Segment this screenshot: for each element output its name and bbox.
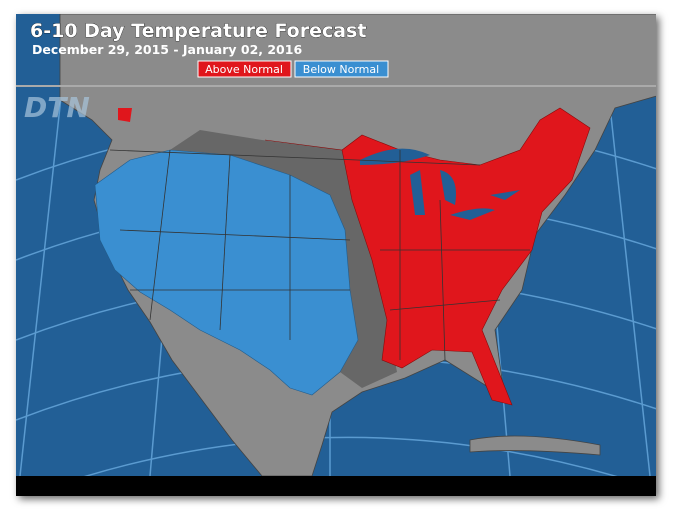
legend-swatch bbox=[197, 60, 292, 78]
above-normal-area bbox=[264, 107, 591, 406]
title: 6-10 Day Temperature Forecast bbox=[30, 20, 366, 42]
logo: DTN bbox=[24, 91, 90, 124]
above-normal-spot bbox=[118, 108, 132, 122]
legend-label: Below Normal bbox=[303, 63, 379, 76]
cuba bbox=[469, 435, 601, 456]
legend-swatch bbox=[294, 60, 389, 78]
normal-band bbox=[170, 130, 397, 388]
borders bbox=[109, 149, 530, 361]
below-normal-area bbox=[94, 149, 359, 396]
legend-label: Above Normal bbox=[205, 63, 283, 76]
legend: Above Normal Below Normal bbox=[197, 60, 389, 78]
subtitle: December 29, 2015 - January 02, 2016 bbox=[32, 42, 302, 57]
map: DTN 6-10 Day Temperature Forecast Decemb… bbox=[16, 14, 656, 476]
